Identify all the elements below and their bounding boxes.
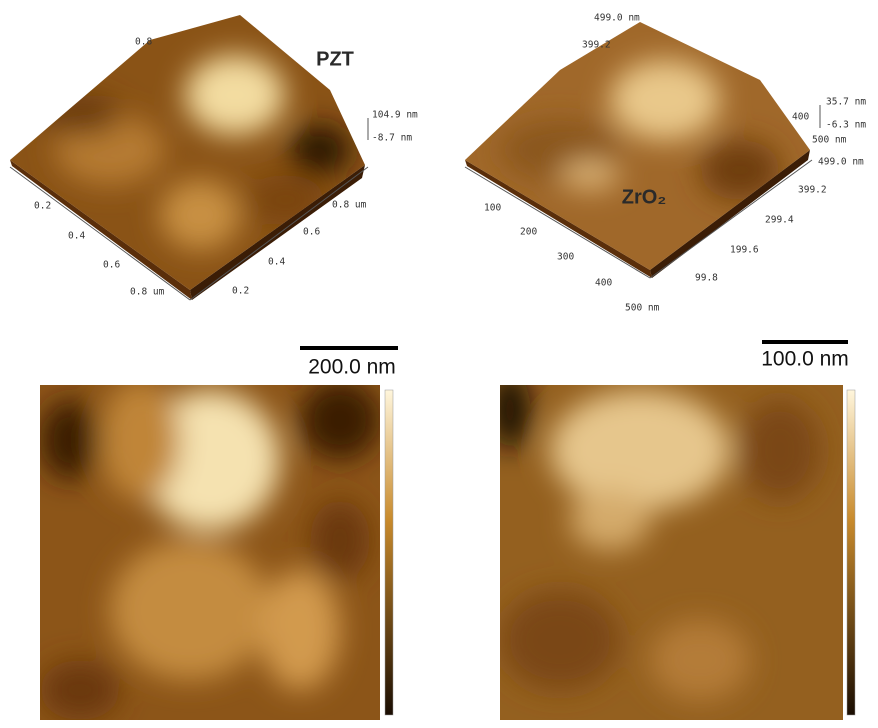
x-tick-label: 0.8 um bbox=[130, 287, 165, 298]
x-tick-label: 100 bbox=[484, 203, 501, 214]
y-tick-label: 299.4 bbox=[765, 215, 794, 226]
zro2-surface bbox=[450, 0, 830, 290]
y-tick-label: 0.4 bbox=[268, 257, 285, 268]
sample-label: PZT bbox=[316, 48, 354, 70]
color-bar bbox=[385, 390, 393, 715]
pzt-surface bbox=[0, 0, 380, 310]
pzt-topography bbox=[40, 380, 393, 720]
y-tick-label: 199.6 bbox=[730, 245, 759, 256]
x-tick-label: 0.2 bbox=[34, 201, 51, 212]
sample-label: ZrO₂ bbox=[622, 186, 666, 208]
z-axis-label: 104.9 nm bbox=[372, 110, 418, 121]
y-tick-label: 0.8 um bbox=[332, 200, 367, 211]
color-bar bbox=[847, 390, 855, 715]
z-axis-label: 35.7 nm bbox=[826, 97, 866, 108]
y-tick-label: 399.2 bbox=[798, 185, 827, 196]
x-tick-label: 0.6 bbox=[103, 260, 120, 271]
scale-bar-label: 100.0 nm bbox=[761, 348, 849, 371]
scale-bar-label: 200.0 nm bbox=[308, 356, 396, 379]
x-tick-label: 200 bbox=[520, 227, 537, 238]
y-tick-label: 0.6 bbox=[303, 227, 320, 238]
axis-label: 399.2 bbox=[582, 40, 611, 51]
x-tick-label: 400 bbox=[595, 278, 612, 289]
y-tick-label: 0.2 bbox=[232, 286, 249, 297]
axis-label: 500 nm bbox=[812, 135, 847, 146]
y-tick-label: 499.0 nm bbox=[818, 157, 864, 168]
axis-label: 499.0 nm bbox=[594, 13, 640, 24]
axis-label: 400 bbox=[792, 112, 809, 123]
x-tick-label: 500 nm bbox=[625, 303, 660, 314]
y-tick-label: 99.8 bbox=[695, 273, 718, 284]
afm-figure: 200.0 nm 100.0 nm PZT ZrO₂ 104.9 nm -8.7 … bbox=[0, 0, 878, 728]
zro2-topography bbox=[490, 370, 855, 720]
axis-label: 0.8 bbox=[135, 37, 152, 48]
z-axis-label: -8.7 nm bbox=[372, 133, 412, 144]
x-tick-label: 300 bbox=[557, 252, 574, 263]
x-tick-label: 0.4 bbox=[68, 231, 85, 242]
z-axis-label: -6.3 nm bbox=[826, 120, 866, 131]
